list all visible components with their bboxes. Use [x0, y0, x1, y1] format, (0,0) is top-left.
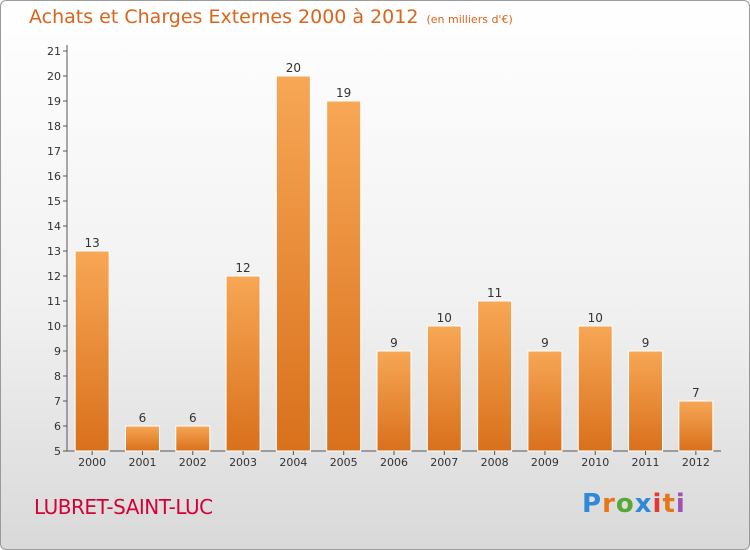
data-label: 6 [139, 411, 147, 425]
y-tick-label: 13 [47, 245, 61, 258]
x-tick-label: 2011 [632, 456, 660, 469]
y-tick-label: 12 [47, 270, 61, 283]
chart-subtitle: (en milliers d'€) [426, 13, 513, 26]
x-tick-label: 2007 [430, 456, 458, 469]
data-label: 13 [85, 236, 100, 250]
logo-letter: t [662, 489, 676, 519]
y-tick-label: 20 [47, 70, 61, 83]
bar [326, 100, 362, 452]
bar [225, 275, 261, 452]
x-tick-label: 2010 [581, 456, 609, 469]
bar [577, 325, 613, 452]
logo-letter: r [602, 489, 616, 519]
x-tick-label: 2001 [128, 456, 156, 469]
data-label: 11 [487, 286, 502, 300]
data-label: 7 [692, 386, 700, 400]
bar [477, 300, 513, 452]
y-tick-label: 21 [47, 45, 61, 58]
y-tick-label: 18 [47, 120, 61, 133]
bar [275, 75, 311, 452]
bar [628, 350, 664, 452]
y-tick-label: 17 [47, 145, 61, 158]
data-label: 9 [541, 336, 549, 350]
data-label: 12 [235, 261, 250, 275]
x-tick-label: 2005 [330, 456, 358, 469]
y-tick-label: 8 [54, 370, 61, 383]
logo-letter: i [675, 489, 686, 519]
x-tick-label: 2003 [229, 456, 257, 469]
x-tick-label: 2006 [380, 456, 408, 469]
bar [426, 325, 462, 452]
logo-letter: P [582, 489, 603, 519]
proxiti-logo[interactable]: Proxiti [582, 489, 686, 519]
commune-name: LUBRET-SAINT-LUC [34, 495, 213, 519]
y-tick-label: 14 [47, 220, 61, 233]
bar [74, 250, 110, 452]
x-tick-label: 2002 [179, 456, 207, 469]
data-label: 6 [189, 411, 197, 425]
x-tick-label: 2008 [481, 456, 509, 469]
data-label: 10 [437, 311, 452, 325]
bar [124, 425, 160, 452]
x-tick-label: 2012 [682, 456, 710, 469]
logo-letter: x [634, 489, 653, 519]
data-label: 9 [390, 336, 398, 350]
y-tick-label: 7 [54, 395, 61, 408]
chart-title: Achats et Charges Externes 2000 à 2012 (e… [29, 6, 513, 28]
bar [527, 350, 563, 452]
logo-letter: i [652, 489, 663, 519]
y-tick-label: 9 [54, 345, 61, 358]
y-tick-label: 16 [47, 170, 61, 183]
bar [175, 425, 211, 452]
y-tick-label: 6 [54, 420, 61, 433]
data-label: 19 [336, 86, 351, 100]
y-tick-label: 5 [54, 445, 61, 458]
bar [678, 400, 714, 452]
data-label: 9 [642, 336, 650, 350]
x-tick-label: 2004 [279, 456, 307, 469]
data-label: 10 [588, 311, 603, 325]
data-label: 20 [286, 61, 301, 75]
bar [376, 350, 412, 452]
chart-title-text: Achats et Charges Externes 2000 à 2012 [29, 6, 419, 28]
y-tick-label: 10 [47, 320, 61, 333]
logo-letter: o [615, 489, 635, 519]
y-tick-label: 11 [47, 295, 61, 308]
y-tick-label: 19 [47, 95, 61, 108]
x-tick-label: 2009 [531, 456, 559, 469]
y-tick-label: 15 [47, 195, 61, 208]
x-tick-label: 2000 [78, 456, 106, 469]
